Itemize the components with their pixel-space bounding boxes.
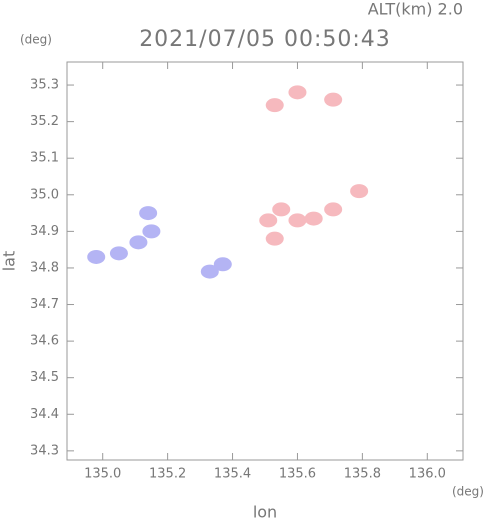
x-tick-label: 135.0 (84, 467, 121, 482)
echo-cell (259, 213, 278, 228)
chart-title: 2021/07/05 00:50:43 (139, 27, 391, 52)
x-tick-label: 135.4 (214, 467, 251, 482)
echo-cell (304, 211, 323, 226)
echo-cell (265, 231, 284, 246)
x-tick-label: 136.0 (409, 467, 446, 482)
echo-cell (324, 92, 343, 107)
y-tick-label: 35.2 (30, 114, 59, 129)
y-tick-label: 34.7 (30, 297, 59, 312)
y-tick-label: 35.0 (30, 187, 59, 202)
y-tick-label: 34.4 (30, 407, 59, 422)
echo-cell (324, 202, 343, 217)
x-axis-label: lon (253, 503, 277, 521)
echo-cell (213, 257, 232, 272)
echo-cell (142, 224, 161, 239)
x-tick-label: 135.6 (279, 467, 316, 482)
echo-cell (350, 184, 369, 199)
y-tick-label: 35.3 (30, 78, 59, 93)
y-unit: (deg) (20, 33, 52, 47)
y-tick-label: 34.3 (30, 443, 59, 458)
subtitle: ALT(km) 2.0 (368, 0, 463, 19)
x-tick-label: 135.2 (149, 467, 186, 482)
echo-cell (109, 246, 128, 261)
echo-cell (87, 249, 106, 264)
y-tick-label: 34.8 (30, 260, 59, 275)
y-tick-label: 34.6 (30, 334, 59, 349)
x-tick-label: 135.8 (344, 467, 381, 482)
echo-cell (200, 264, 219, 279)
plot-frame (66, 61, 464, 461)
echo-cell (265, 98, 284, 113)
y-tick-label: 34.5 (30, 370, 59, 385)
y-axis-label: lat (0, 251, 19, 272)
echo-cell (288, 85, 307, 100)
y-tick-label: 35.1 (30, 151, 59, 166)
echo-cell (139, 206, 158, 221)
echo-cell (288, 213, 307, 228)
echo-cell (129, 235, 148, 250)
y-tick-label: 34.9 (30, 224, 59, 239)
x-unit: (deg) (452, 485, 484, 499)
echo-cell (272, 202, 291, 217)
